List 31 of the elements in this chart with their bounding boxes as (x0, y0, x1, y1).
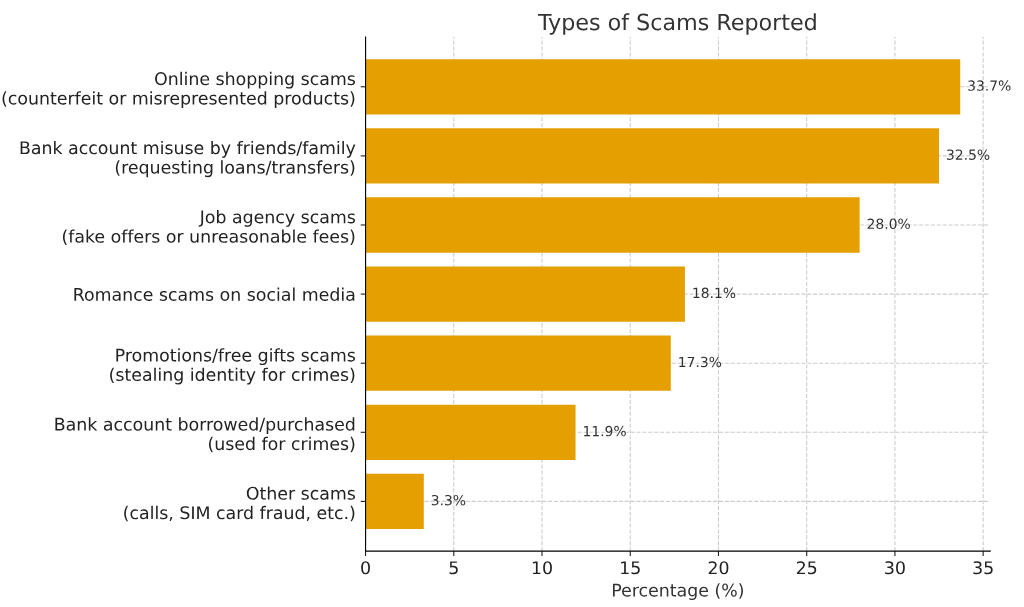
data-label: 3.3% (431, 494, 466, 506)
y-tick-label: Job agency scams (fake offers or unreasonable fees) (62, 209, 355, 245)
bar (365, 335, 671, 391)
y-tick-label: Bank account misuse by friends/family (requesting loans/transfers) (20, 140, 356, 178)
data-label: 32.5% (947, 149, 990, 160)
bar (365, 59, 961, 115)
x-tick-label: 35 (973, 561, 993, 575)
y-tick-label: Romance scams on social media (74, 287, 355, 301)
bar (365, 404, 576, 460)
x-tick-label: 5 (449, 561, 458, 575)
x-axis-title: Percentage (%) (612, 583, 743, 601)
x-tick-label: 20 (708, 561, 729, 575)
x-tick-label: 15 (621, 561, 640, 575)
y-tick-label: Online shopping scams (counterfeit or misrepresented products) (2, 71, 355, 109)
bar (365, 473, 424, 530)
data-label: 11.9% (584, 425, 626, 437)
y-tick-label: Other scams (calls, SIM card fraud, etc.) (124, 486, 355, 522)
data-label: 28.0% (867, 218, 910, 230)
bar (365, 197, 860, 253)
data-label: 17.3% (679, 356, 722, 368)
bar (365, 266, 685, 322)
data-label: 33.7% (968, 80, 1011, 91)
x-tick-label: 10 (532, 561, 552, 575)
x-tick-label: 30 (885, 561, 905, 575)
chart-title: Types of Scams Reported (537, 13, 816, 35)
y-tick-label: Bank account borrowed/purchased (used for crimes) (55, 417, 355, 453)
x-tick-label: 0 (361, 561, 370, 575)
x-tick-label: 25 (796, 561, 817, 575)
y-tick-label: Promotions/free gifts scams (stealing identity for crimes) (110, 348, 356, 385)
bar (365, 128, 940, 184)
data-label: 18.1% (693, 287, 736, 299)
